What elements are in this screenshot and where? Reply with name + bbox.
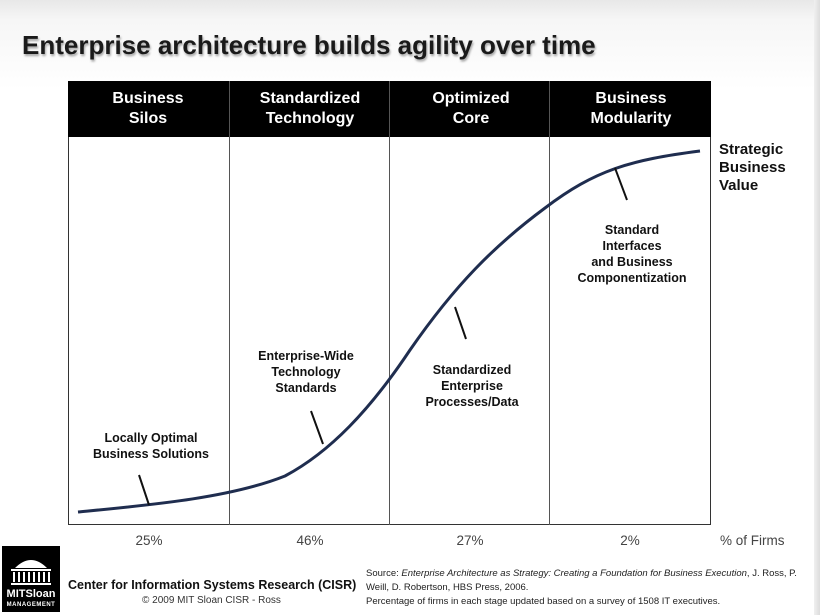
slide-title: Enterprise architecture builds agility o…: [22, 30, 596, 60]
percent-standardized-technology: 46%: [296, 533, 324, 548]
survey-note: Percentage of firms in each stage update…: [366, 596, 721, 607]
cisr-label: Center for Information Systems Research …: [68, 578, 357, 592]
copyright-notice: © 2009 MIT Sloan CISR - Ross: [142, 595, 281, 606]
strategic-business-value-label: Strategic Business Value: [719, 141, 786, 194]
mit-sloan-logo: MITSloan MANAGEMENT: [2, 546, 60, 612]
source-authors: , J. Ross, P. Weill, D. Robertson, HBS P…: [366, 568, 797, 593]
leader-line-locally-optimal: [138, 474, 150, 506]
stage-header-optimized-core: Optimized Core: [432, 90, 510, 127]
leader-line-enterprise-wide: [310, 410, 324, 445]
stage-divider-1: [229, 81, 230, 525]
annotation-standard-interfaces: Standard Interfaces and Business Compone…: [577, 223, 687, 285]
logo-wordmark: MITSloan: [6, 588, 56, 600]
value-curve: [77, 149, 701, 514]
percent-business-silos: 25%: [135, 533, 163, 548]
stage-header-business-modularity: Business Modularity: [590, 90, 672, 127]
leader-line-standard-interfaces: [614, 167, 628, 201]
stage-divider-2: [389, 81, 390, 525]
stage-header-business-silos: Business Silos: [112, 90, 184, 127]
stage-divider-3: [549, 81, 550, 525]
leader-line-standardized-enterprise: [454, 306, 467, 340]
percent-optimized-core: 27%: [456, 533, 484, 548]
annotation-enterprise-wide: Enterprise-Wide Technology Standards: [258, 349, 354, 395]
dome-icon: [11, 560, 51, 585]
percent-business-modularity: 2%: [620, 533, 640, 548]
percent-of-firms-label: % of Firms: [720, 533, 785, 548]
annotation-locally-optimal: Locally Optimal Business Solutions: [93, 431, 209, 461]
stage-header-standardized-technology: Standardized Technology: [259, 90, 361, 127]
source-citation: Source: Enterprise Architecture as Strat…: [366, 567, 806, 609]
logo-subtitle: MANAGEMENT: [6, 602, 56, 608]
source-book-title: Enterprise Architecture as Strategy: Cre…: [401, 568, 747, 579]
source-prefix: Source:: [366, 568, 402, 579]
annotation-standardized-enterprise: Standardized Enterprise Processes/Data: [425, 363, 519, 409]
slide-edge: [814, 0, 820, 615]
